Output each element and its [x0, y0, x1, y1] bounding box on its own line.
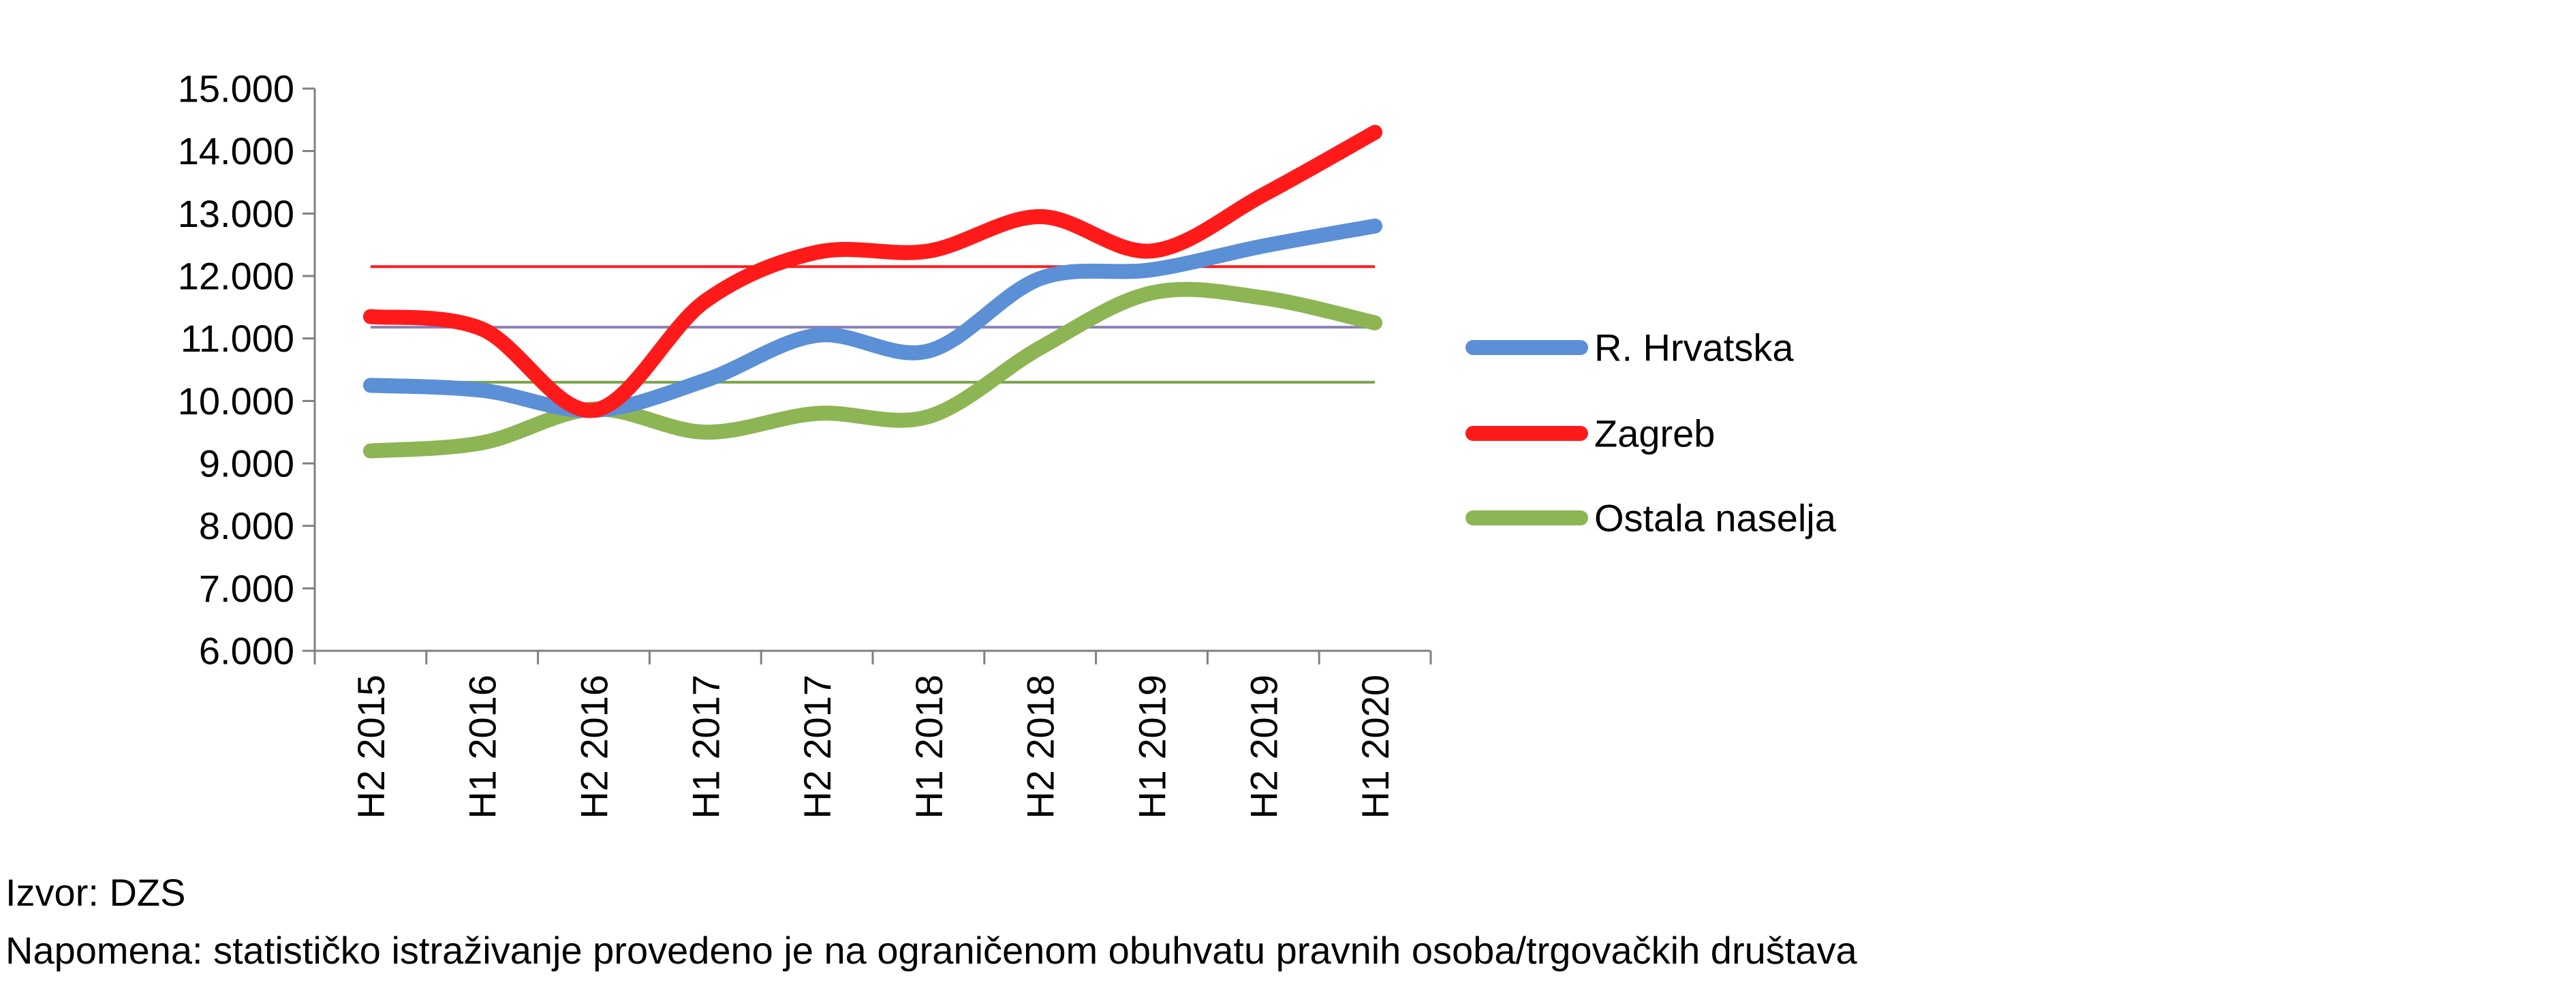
series-line-r-hrvatska	[362, 218, 1383, 418]
x-tick-label: H1 2016	[461, 675, 504, 819]
y-tick-label: 6.000	[199, 630, 294, 673]
y-axis: 6.000 7.000 8.000 9.000 10.000 11.000 12.000 13…	[178, 67, 316, 673]
x-tick-label: H1 2019	[1131, 675, 1174, 819]
x-tick-label: H2 2015	[350, 675, 392, 819]
series-line-zagreb	[362, 125, 1383, 418]
x-tick-label: H2 2016	[573, 675, 616, 819]
remark-note: Napomena: statističko istraživanje prove…	[5, 929, 1857, 972]
x-tick-label: H2 2019	[1242, 675, 1285, 819]
y-tick-label: 8.000	[199, 504, 294, 547]
legend-label: R. Hrvatska	[1594, 326, 1794, 369]
y-tick-label: 7.000	[199, 567, 294, 610]
source-note: Izvor: DZS	[5, 871, 186, 914]
x-tick-label: H2 2018	[1019, 675, 1062, 819]
legend: R. Hrvatska Zagreb Ostala naselja	[1465, 326, 1837, 540]
line-chart: 6.000 7.000 8.000 9.000 10.000 11.000 12.000 13…	[178, 67, 1837, 819]
y-tick-label: 11.000	[181, 317, 294, 360]
y-tick-label: 13.000	[178, 192, 294, 235]
x-tick-label: H1 2017	[684, 675, 727, 819]
y-tick-label: 15.000	[178, 67, 294, 110]
y-tick-label: 14.000	[178, 129, 294, 172]
legend-label: Zagreb	[1594, 412, 1715, 455]
y-tick-label: 12.000	[178, 255, 294, 298]
series-lines	[362, 125, 1383, 459]
legend-label: Ostala naselja	[1594, 497, 1837, 540]
x-tick-label: H2 2017	[796, 675, 839, 819]
series-line-ostala-naselja	[362, 281, 1383, 459]
y-tick-label: 9.000	[199, 442, 294, 485]
x-tick-label: H1 2020	[1354, 675, 1397, 819]
y-tick-label: 10.000	[178, 380, 294, 423]
x-axis: H2 2015 H1 2016 H2 2016 H1 2017 H2 2017 H1 20…	[313, 649, 1432, 819]
x-tick-label: H1 2018	[907, 675, 950, 819]
